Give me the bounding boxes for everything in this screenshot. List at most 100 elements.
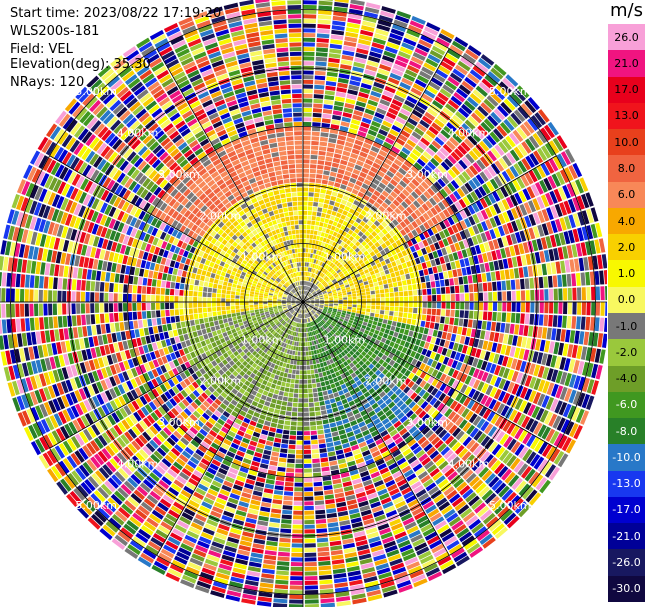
velocity-gate — [274, 354, 279, 360]
velocity-gate — [439, 559, 454, 570]
velocity-gate — [319, 343, 323, 348]
velocity-gate — [334, 444, 343, 451]
velocity-gate — [435, 337, 441, 346]
velocity-gate — [397, 264, 403, 271]
velocity-gate — [312, 345, 316, 350]
velocity-gate — [328, 417, 336, 424]
velocity-gate — [497, 105, 509, 118]
velocity-gate — [329, 536, 341, 542]
velocity-gate — [327, 522, 339, 528]
velocity-gate — [200, 441, 210, 450]
velocity-gate — [346, 565, 360, 573]
velocity-gate — [385, 225, 392, 232]
velocity-gate — [249, 504, 260, 511]
velocity-gate — [454, 285, 460, 294]
velocity-gate — [334, 101, 345, 107]
velocity-gate — [372, 278, 378, 283]
velocity-gate — [257, 349, 263, 355]
velocity-gate — [183, 433, 193, 442]
velocity-gate — [329, 304, 334, 307]
velocity-gate — [430, 157, 440, 167]
velocity-gate — [459, 310, 465, 318]
velocity-gate — [285, 318, 290, 322]
velocity-gate — [274, 437, 282, 443]
velocity-gate — [502, 291, 507, 301]
velocity-gate — [464, 182, 473, 193]
velocity-gate — [547, 275, 553, 288]
velocity-gate — [318, 560, 331, 566]
velocity-gate — [408, 60, 422, 70]
velocity-gate — [152, 533, 166, 544]
velocity-gate — [339, 258, 345, 264]
velocity-gate — [285, 353, 289, 359]
velocity-gate — [473, 310, 479, 320]
velocity-gate — [529, 313, 535, 325]
velocity-gate — [563, 200, 572, 215]
velocity-gate — [370, 194, 378, 201]
velocity-gate — [331, 191, 338, 197]
velocity-gate — [175, 457, 186, 467]
velocity-gate — [419, 70, 432, 80]
velocity-gate — [370, 312, 375, 317]
velocity-gate — [296, 440, 303, 445]
velocity-gate — [423, 254, 430, 262]
velocity-gate — [371, 353, 377, 359]
velocity-gate — [358, 213, 365, 220]
velocity-gate — [401, 201, 409, 209]
velocity-gate — [501, 170, 511, 183]
velocity-gate — [380, 306, 385, 311]
velocity-gate — [347, 296, 352, 300]
velocity-gate — [303, 150, 311, 155]
velocity-gate — [464, 539, 478, 551]
velocity-gate — [372, 162, 381, 170]
velocity-gate — [461, 267, 467, 276]
velocity-gate — [269, 357, 275, 363]
velocity-gate — [317, 333, 322, 339]
velocity-gate — [312, 326, 316, 331]
velocity-gate — [278, 547, 291, 552]
velocity-gate — [464, 310, 469, 319]
velocity-gate — [329, 133, 338, 139]
velocity-gate — [308, 312, 311, 317]
velocity-gate — [298, 393, 303, 398]
velocity-gate — [305, 286, 308, 291]
velocity-gate — [345, 27, 360, 34]
velocity-gate — [488, 476, 500, 488]
velocity-gate — [356, 417, 364, 424]
velocity-gate — [304, 524, 315, 529]
velocity-gate — [349, 242, 355, 248]
velocity-gate — [392, 566, 407, 576]
velocity-gate — [294, 491, 303, 497]
velocity-gate — [307, 307, 311, 312]
velocity-gate — [379, 446, 389, 454]
velocity-gate — [311, 326, 314, 331]
velocity-gate — [546, 221, 554, 235]
velocity-gate — [425, 567, 440, 577]
velocity-gate — [533, 150, 544, 164]
velocity-gate — [176, 414, 186, 423]
velocity-gate — [316, 318, 321, 322]
velocity-gate — [183, 507, 196, 517]
velocity-gate — [480, 121, 492, 133]
velocity-gate — [304, 473, 313, 478]
velocity-gate — [178, 401, 187, 410]
velocity-gate — [306, 291, 309, 296]
velocity-gate — [380, 145, 390, 154]
velocity-gate — [326, 370, 331, 376]
velocity-gate — [428, 328, 434, 336]
velocity-gate — [348, 368, 354, 375]
velocity-gate — [104, 480, 116, 493]
velocity-gate — [489, 386, 498, 398]
velocity-gate — [370, 337, 376, 343]
velocity-gate — [409, 152, 419, 161]
velocity-gate — [342, 220, 349, 227]
velocity-gate — [358, 330, 364, 336]
velocity-gate — [325, 238, 331, 244]
velocity-gate — [279, 410, 286, 416]
velocity-gate — [374, 158, 383, 166]
velocity-gate — [358, 405, 365, 413]
velocity-gate — [188, 499, 200, 509]
velocity-gate — [231, 488, 242, 496]
velocity-gate — [389, 103, 401, 112]
